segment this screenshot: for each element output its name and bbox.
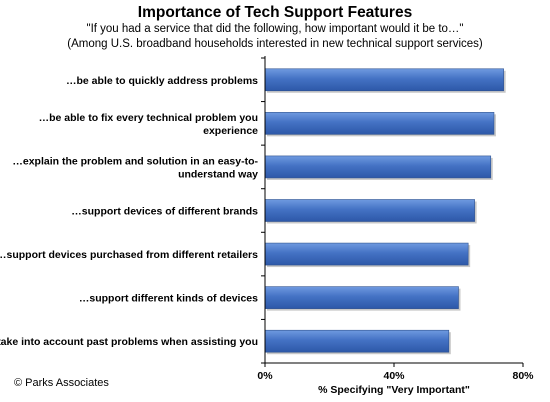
category-label-4: …support devices of different brands (71, 206, 258, 218)
x-tick-label: 40% (383, 370, 405, 382)
category-labels: …be able to quickly address problems …be … (0, 75, 258, 348)
bar-4 (264, 199, 475, 222)
bar-3 (264, 155, 492, 179)
x-axis: 0% 40% 80% % Specifying "Very Important" (257, 56, 534, 396)
chart-title: Importance of Tech Support Features (137, 4, 413, 21)
x-tick-label: 0% (257, 370, 273, 382)
category-label-1: …be able to quickly address problems (66, 75, 258, 87)
x-axis-title: % Specifying "Very Important" (318, 384, 470, 396)
bar-6 (264, 286, 459, 309)
category-label-6: …support different kinds of devices (79, 293, 258, 305)
category-label-2: …be able to fix every technical problem … (39, 112, 259, 137)
category-label-3: …explain the problem and solution in an … (12, 155, 258, 180)
bar-1 (264, 68, 504, 92)
x-tick-label: 80% (512, 370, 534, 382)
bar-7 (264, 329, 450, 353)
copyright-notice: © Parks Associates (14, 377, 109, 389)
bar-2 (264, 112, 495, 135)
bar-5 (264, 242, 469, 266)
chart-subtitle-population: (Among U.S. broadband households interes… (67, 38, 483, 50)
category-label-7: …take into account past problems when as… (0, 336, 258, 348)
bars-layer (264, 68, 506, 355)
category-label-5: …support devices purchased from differen… (0, 249, 258, 261)
chart-subtitle-question: "If you had a service that did the follo… (86, 23, 464, 35)
